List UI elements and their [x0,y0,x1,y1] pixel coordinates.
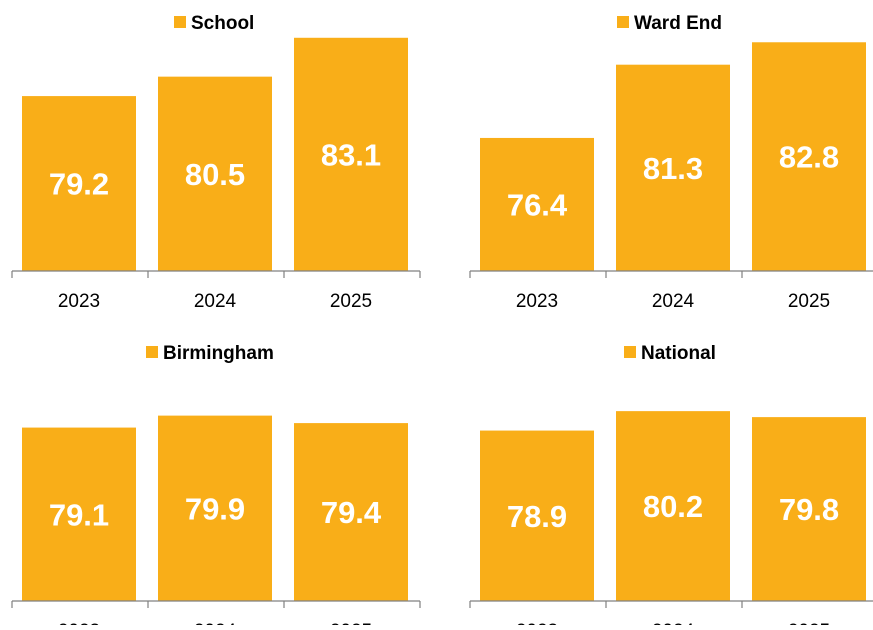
chart-panel: Birmingham 79.1 2023 79.9 2024 79.4 2025 [11,343,421,630]
bar [616,411,730,601]
bar [158,415,272,601]
x-tick-label: 2023 [516,621,558,625]
x-tick-label: 2025 [330,621,372,625]
x-tick-label: 2024 [652,291,695,312]
bar [22,427,136,601]
legend-swatch [617,16,629,28]
chart-panel: School 79.2 2023 80.5 2024 83.1 2025 [11,13,421,312]
x-tick-label: 2024 [652,621,695,625]
x-tick-label: 2025 [788,291,830,312]
bar-value-label: 79.9 [185,491,245,526]
chart-panel: National 78.9 2023 80.2 2024 79.8 2025 [469,343,873,630]
legend-label: Birmingham [163,343,274,364]
bar [294,37,408,271]
bar-value-label: 80.2 [643,489,703,524]
legend-label: National [641,343,716,364]
bar [158,76,272,272]
bar [22,96,136,272]
bar-value-label: 79.4 [321,495,382,530]
x-tick-label: 2025 [330,291,372,312]
bar [480,137,594,271]
bar-value-label: 79.8 [779,492,839,527]
x-tick-label: 2023 [516,291,558,312]
x-tick-label: 2023 [58,291,100,312]
legend-swatch [146,346,158,358]
bar-value-label: 76.4 [507,187,568,222]
legend-label: School [191,13,254,34]
bar-value-label: 81.3 [643,151,703,186]
bar [294,423,408,601]
bar-value-label: 82.8 [779,140,839,175]
legend-swatch [624,346,636,358]
x-tick-label: 2024 [194,291,237,312]
bar-value-label: 80.5 [185,157,245,192]
bar-value-label: 79.1 [49,497,109,532]
bar-value-label: 83.1 [321,137,381,172]
x-tick-label: 2024 [194,621,237,625]
chart-panel: Ward End 76.4 2023 81.3 2024 82.8 2025 [469,13,873,312]
bar [480,430,594,601]
bar [616,64,730,271]
bar-value-label: 79.2 [49,167,109,202]
x-tick-label: 2023 [58,621,100,625]
legend-label: Ward End [634,13,722,34]
x-tick-label: 2025 [788,621,830,625]
bar-value-label: 78.9 [507,499,567,534]
bar [752,417,866,601]
bar [752,42,866,271]
legend-swatch [174,16,186,28]
